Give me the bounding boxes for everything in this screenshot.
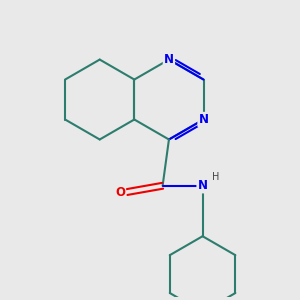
Text: N: N [164,53,174,66]
Text: N: N [198,179,208,192]
Text: N: N [199,113,208,126]
Text: H: H [212,172,220,182]
Text: O: O [116,186,126,199]
